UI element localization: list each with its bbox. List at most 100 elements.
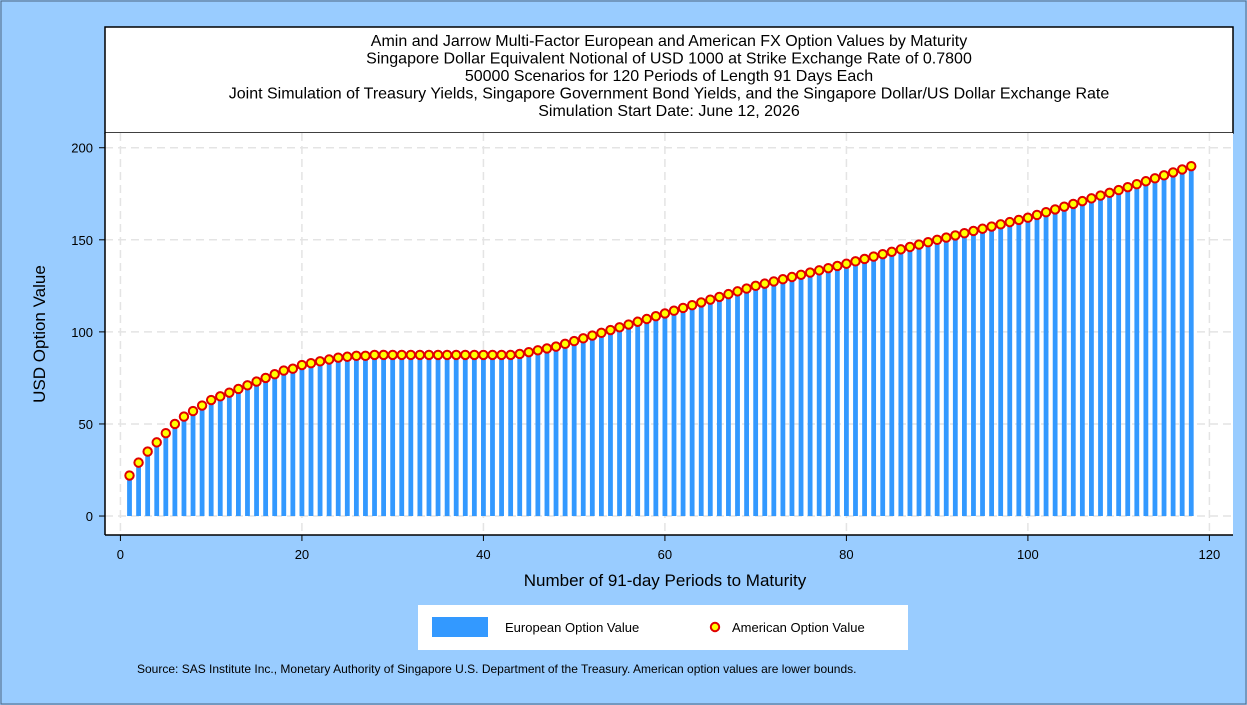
marker	[124, 470, 135, 481]
bar	[916, 244, 922, 517]
marker	[859, 253, 870, 265]
marker	[1158, 170, 1170, 181]
marker	[378, 349, 389, 361]
bar	[1134, 184, 1140, 517]
bar	[671, 310, 677, 517]
marker	[841, 258, 852, 269]
bar	[136, 462, 141, 517]
marker	[550, 341, 562, 352]
bar	[263, 377, 269, 517]
marker	[714, 291, 725, 303]
marker	[904, 241, 916, 253]
marker	[705, 294, 716, 305]
marker	[1022, 212, 1034, 223]
x-tick-label: 60	[658, 547, 672, 562]
bar	[853, 261, 858, 517]
marker	[632, 316, 643, 327]
bar	[344, 356, 350, 517]
marker	[205, 394, 217, 406]
marker	[432, 349, 444, 361]
marker	[1140, 176, 1152, 187]
bar	[807, 272, 813, 517]
bar	[816, 270, 822, 517]
bar	[1061, 206, 1067, 517]
bar	[653, 316, 659, 517]
bar	[181, 416, 187, 517]
bar	[353, 355, 359, 517]
bar	[1098, 195, 1103, 517]
marker	[1049, 204, 1061, 215]
marker	[559, 338, 571, 350]
marker	[1104, 187, 1115, 199]
x-tick-label: 40	[476, 547, 490, 562]
bar	[680, 307, 686, 517]
bar	[381, 354, 386, 517]
marker	[251, 376, 262, 387]
bar	[172, 423, 178, 517]
bar	[1152, 178, 1158, 517]
marker	[450, 349, 462, 361]
bar	[889, 251, 895, 517]
marker	[777, 274, 789, 285]
chart-title-line: Joint Simulation of Treasury Yields, Sin…	[229, 86, 1110, 103]
source-note: Source: SAS Institute Inc., Monetary Aut…	[137, 662, 856, 676]
marker	[460, 349, 471, 361]
marker	[369, 349, 380, 361]
marker	[723, 288, 734, 300]
marker	[950, 230, 961, 241]
marker	[360, 350, 371, 362]
marker	[931, 234, 943, 246]
bar	[898, 249, 904, 517]
bar	[544, 348, 550, 517]
marker	[405, 349, 417, 361]
marker	[1086, 193, 1097, 204]
marker	[941, 232, 952, 243]
marker	[151, 437, 162, 448]
bar	[698, 302, 704, 517]
y-tick-label: 50	[79, 417, 93, 432]
x-tick-label: 80	[839, 547, 853, 562]
bar	[1070, 203, 1076, 517]
chart-title-line: Singapore Dollar Equivalent Notional of …	[366, 51, 972, 68]
marker	[523, 346, 534, 358]
marker	[895, 244, 907, 255]
title-box	[104, 26, 1234, 134]
bar	[744, 288, 749, 517]
marker	[1149, 173, 1161, 184]
marker	[169, 418, 181, 430]
marker	[142, 446, 153, 457]
bar	[716, 296, 722, 517]
marker	[1122, 181, 1133, 193]
marker	[832, 260, 843, 272]
bar	[481, 354, 486, 517]
marker	[1031, 209, 1043, 221]
legend-swatch	[432, 617, 488, 637]
marker	[977, 223, 988, 234]
bar	[390, 354, 396, 517]
marker	[514, 348, 525, 360]
marker	[614, 322, 625, 333]
marker	[233, 383, 244, 395]
marker	[487, 349, 498, 361]
marker	[623, 319, 634, 330]
bar	[907, 246, 913, 517]
marker	[596, 327, 607, 339]
legend-label: American Option Value	[732, 620, 865, 635]
marker	[877, 248, 888, 260]
bar	[644, 318, 650, 517]
bar	[589, 335, 595, 517]
bar	[825, 268, 831, 517]
y-tick-label: 200	[71, 141, 93, 156]
bar	[771, 281, 777, 517]
bar	[326, 359, 332, 517]
marker	[650, 311, 662, 322]
bar	[517, 353, 523, 517]
bar	[199, 405, 205, 517]
x-tick-label: 0	[117, 547, 124, 562]
bar	[726, 294, 731, 517]
bar	[127, 475, 132, 517]
bar	[208, 400, 214, 517]
bar	[399, 354, 405, 517]
chart-title-line: Amin and Jarrow Multi-Factor European an…	[371, 33, 967, 50]
x-tick-label: 20	[295, 547, 309, 562]
